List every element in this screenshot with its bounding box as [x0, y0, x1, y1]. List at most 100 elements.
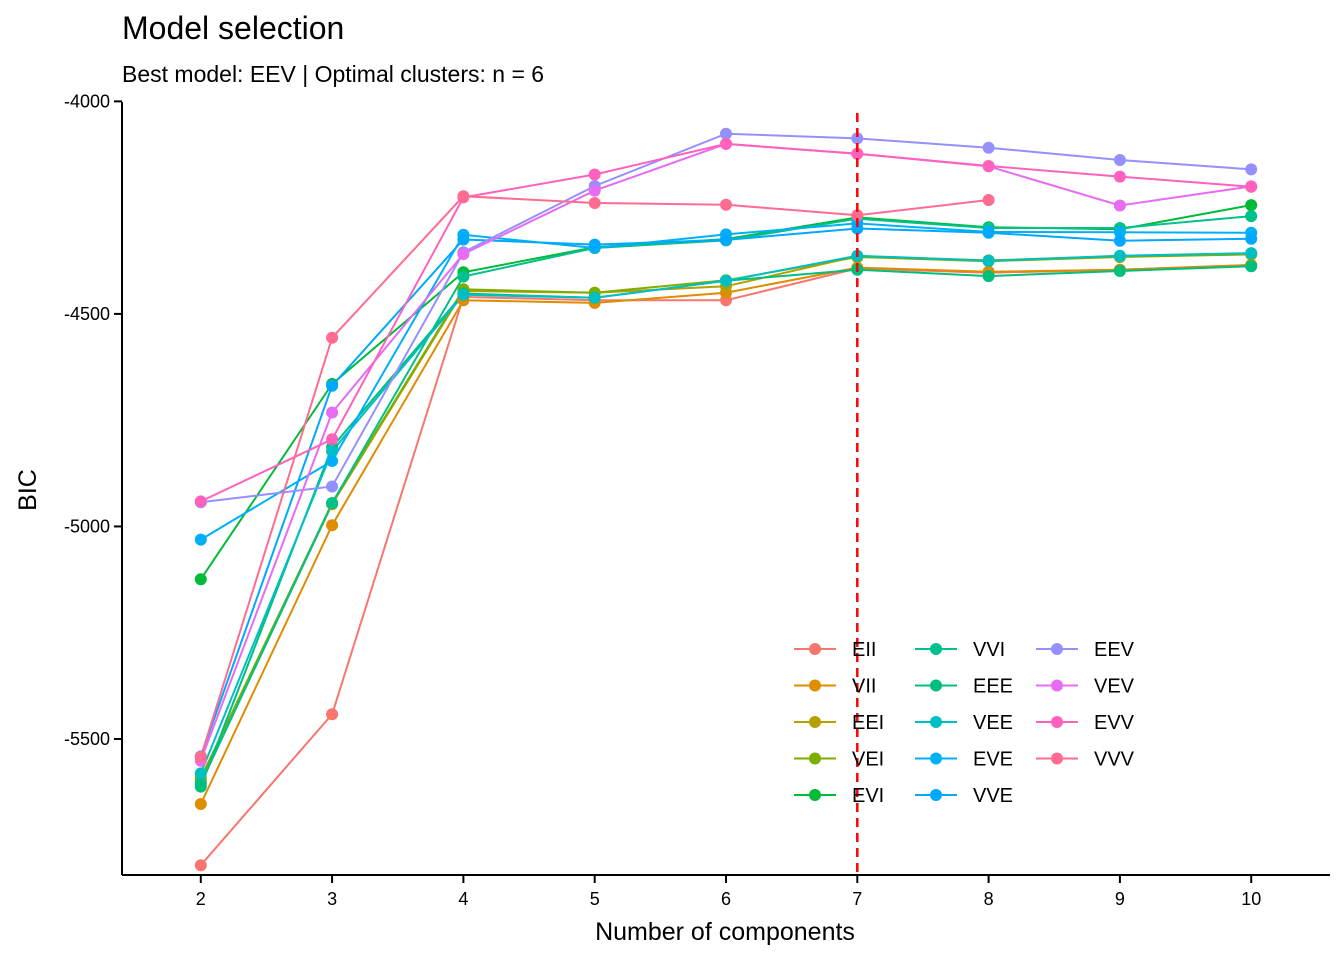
data-point-vev-3 [326, 406, 339, 419]
data-point-vvi-10 [1245, 210, 1258, 223]
data-point-eev-8 [982, 141, 995, 154]
y-tick-label--4000: -4000 [64, 91, 110, 111]
legend-key-point-eve [930, 752, 942, 765]
data-point-evv-9 [1113, 170, 1126, 183]
data-point-vve-3 [326, 379, 339, 392]
data-point-vii-2 [194, 798, 207, 810]
legend-label-eee: EEE [973, 676, 1013, 698]
data-point-eve-2 [194, 533, 207, 546]
data-point-vee-2 [194, 767, 207, 780]
x-tick-label-6: 6 [721, 889, 731, 909]
data-point-vee-5 [588, 291, 601, 304]
data-point-vve-7 [851, 222, 864, 235]
data-point-eee-2 [194, 780, 207, 793]
legend-key-point-eee [930, 679, 942, 692]
legend-label-eve: EVE [973, 749, 1013, 771]
legend-key-point-eev [1051, 643, 1063, 655]
data-point-evv-6 [720, 137, 732, 150]
y-tick-label--4500: -4500 [64, 304, 110, 324]
x-axis-title: Number of components [595, 918, 855, 946]
data-point-eee-9 [1113, 265, 1126, 277]
data-point-vvv-6 [720, 198, 732, 211]
data-point-vve-6 [720, 233, 732, 246]
y-tick-label--5000: -5000 [64, 516, 110, 536]
data-point-eev-6 [720, 127, 732, 140]
data-point-vee-8 [982, 254, 995, 267]
legend-key-point-vii [809, 679, 821, 692]
legend-label-vee: VEE [973, 712, 1013, 734]
series-line-eev [200, 132, 1252, 504]
data-point-eve-3 [326, 455, 339, 467]
series-line-eei [199, 253, 1252, 782]
data-point-eev-10 [1245, 163, 1258, 176]
legend-key-point-eei [809, 716, 821, 728]
data-point-eee-10 [1245, 260, 1258, 273]
legend: EII VII EEI VEI EVI VVI EEE VEE EVE VVE EEV VEV EVV V… [794, 639, 1135, 807]
chart-subtitle: Best model: EEV | Optimal clusters: n = … [122, 61, 544, 87]
series-line-vei [199, 253, 1252, 779]
data-point-evv-10 [1245, 180, 1258, 193]
data-point-evv-2 [194, 495, 207, 508]
data-point-vvi-4 [457, 270, 470, 283]
data-point-eve-9 [1113, 226, 1126, 239]
x-tick-label-2: 2 [196, 889, 206, 909]
data-point-evv-7 [851, 147, 864, 160]
legend-key-point-vei [809, 752, 821, 765]
data-point-vve-5 [588, 238, 601, 251]
axes: 2 3 4 5 6 7 8 9 10 -4000 -4500 -5000 -5500 [64, 91, 1330, 909]
data-point-eee-8 [982, 270, 995, 283]
data-point-vvv-2 [194, 750, 207, 763]
legend-key-point-eii [809, 643, 821, 655]
data-point-eev-7 [851, 132, 864, 145]
x-tick-label-9: 9 [1115, 889, 1125, 909]
series-line-eee [199, 265, 1252, 787]
data-point-vii-3 [326, 519, 339, 532]
data-point-eii-3 [326, 708, 339, 721]
chart-title: Model selection [122, 10, 344, 46]
x-tick-label-8: 8 [984, 889, 994, 909]
data-point-vev-4 [457, 248, 470, 260]
y-axis-title: BIC [14, 469, 42, 511]
x-tick-label-10: 10 [1241, 889, 1261, 909]
series-line-vvv [199, 195, 989, 758]
data-point-vee-4 [457, 288, 470, 301]
data-point-vve-4 [457, 233, 470, 246]
x-tick-label-5: 5 [590, 889, 600, 909]
legend-key-point-vvi [930, 643, 942, 655]
legend-label-vvv: VVV [1094, 749, 1135, 771]
data-point-evi-10 [1245, 199, 1258, 212]
data-point-vev-9 [1113, 199, 1126, 212]
x-tick-label-3: 3 [327, 889, 337, 909]
data-point-evv-3 [326, 433, 339, 446]
x-tick-label-4: 4 [458, 889, 468, 909]
legend-label-eii: EII [852, 639, 876, 661]
legend-label-evv: EVV [1094, 712, 1135, 734]
data-point-vvv-5 [588, 197, 601, 209]
legend-label-vve: VVE [973, 785, 1013, 807]
data-point-vvv-8 [982, 194, 995, 206]
legend-label-eev: EEV [1094, 639, 1135, 661]
data-point-vee-10 [1245, 247, 1258, 260]
legend-label-eei: EEI [852, 712, 884, 734]
data-point-vve-9 [1113, 234, 1126, 247]
data-point-eev-9 [1113, 154, 1126, 166]
data-point-vvi-3 [326, 497, 339, 510]
legend-key-point-evv [1051, 716, 1063, 728]
data-point-vee-3 [326, 445, 339, 458]
y-tick-label--5500: -5500 [64, 729, 110, 749]
legend-key-point-vee [930, 716, 942, 728]
data-point-vee-9 [1113, 249, 1126, 262]
data-point-evv-8 [982, 160, 995, 172]
plot-area [194, 113, 1258, 875]
x-tick-label-7: 7 [852, 889, 862, 909]
legend-label-vev: VEV [1094, 676, 1135, 698]
data-point-vve-8 [982, 226, 995, 239]
data-point-vvv-4 [457, 190, 470, 203]
legend-label-evi: EVI [852, 785, 884, 807]
data-point-vev-5 [588, 184, 601, 197]
data-point-vve-10 [1245, 232, 1258, 245]
data-point-vee-6 [720, 274, 732, 287]
legend-label-vii: VII [852, 676, 876, 698]
data-point-eii-2 [194, 859, 207, 872]
